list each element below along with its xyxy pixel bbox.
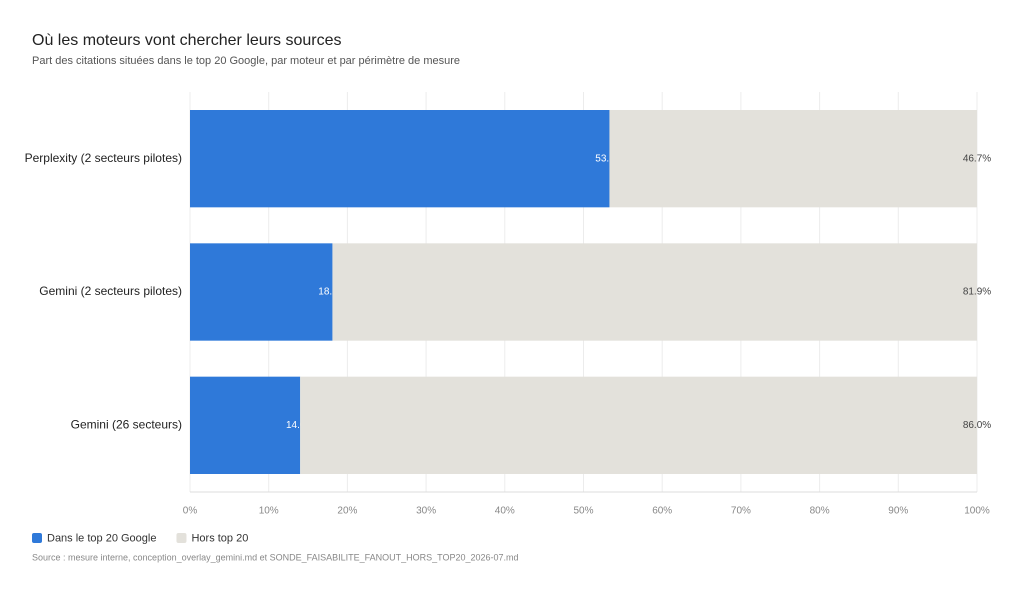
y-tick-label: Gemini (2 secteurs pilotes) bbox=[39, 284, 182, 298]
x-tick-label: 50% bbox=[573, 506, 593, 517]
legend-label: Dans le top 20 Google bbox=[47, 532, 156, 544]
legend-swatch bbox=[32, 533, 42, 543]
legend-label: Hors top 20 bbox=[191, 532, 248, 544]
x-tick-label: 30% bbox=[416, 506, 436, 517]
value-label: 81.9% bbox=[963, 287, 991, 298]
y-tick-label: Perplexity (2 secteurs pilotes) bbox=[25, 151, 182, 165]
x-tick-label: 100% bbox=[964, 506, 990, 517]
y-tick-label: Gemini (26 secteurs) bbox=[71, 418, 182, 432]
value-label: 46.7% bbox=[963, 153, 991, 164]
chart-title: Où les moteurs vont chercher leurs sourc… bbox=[32, 32, 341, 49]
bar-segment bbox=[332, 243, 977, 341]
bar-segment bbox=[190, 376, 301, 474]
chart-subtitle: Part des citations situées dans le top 2… bbox=[32, 55, 460, 67]
value-label: 86.0% bbox=[963, 420, 991, 431]
x-tick-label: 20% bbox=[337, 506, 357, 517]
legend-swatch bbox=[176, 533, 187, 543]
bar-segment bbox=[609, 110, 977, 208]
bar-segment bbox=[190, 110, 610, 208]
x-tick-label: 60% bbox=[652, 506, 672, 517]
bar-segment bbox=[190, 243, 333, 341]
x-tick-label: 90% bbox=[888, 506, 908, 517]
bar-segment bbox=[300, 376, 977, 474]
x-tick-label: 0% bbox=[183, 506, 198, 517]
x-tick-label: 80% bbox=[810, 506, 830, 517]
source-note: Source : mesure interne, conception_over… bbox=[32, 552, 519, 562]
x-tick-label: 70% bbox=[731, 506, 751, 517]
x-tick-label: 10% bbox=[259, 506, 279, 517]
x-tick-label: 40% bbox=[495, 506, 515, 517]
